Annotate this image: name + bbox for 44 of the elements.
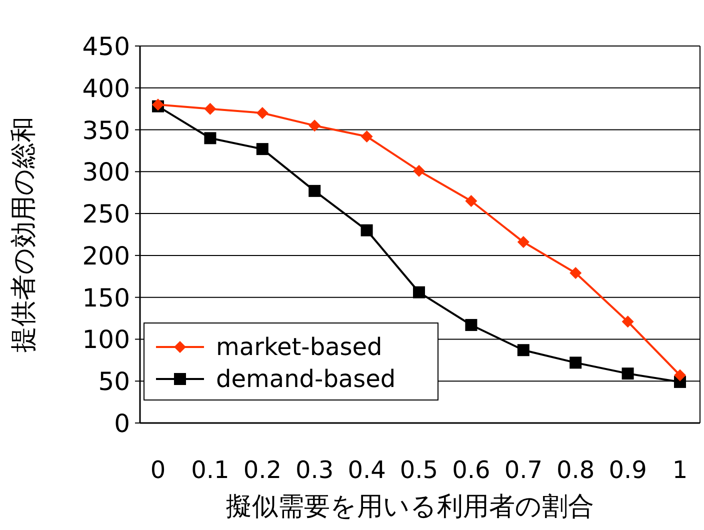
point — [204, 102, 216, 115]
x-tick-label: 1 — [672, 456, 688, 484]
y-tick-label: 150 — [82, 283, 130, 312]
y-tick-label: 450 — [82, 32, 130, 61]
x-axis-title: 擬似需要を用いる利用者の割合 — [226, 492, 594, 522]
point — [622, 368, 634, 380]
y-tick-label: 50 — [98, 367, 130, 396]
point — [413, 164, 425, 177]
x-tick-label: 0.8 — [556, 456, 595, 484]
y-tick-label: 0 — [114, 409, 130, 438]
y-axis-title: 提供者の効用の総和 — [9, 116, 39, 352]
x-tick-label: 0.4 — [348, 456, 386, 484]
point — [360, 130, 373, 142]
x-tick-label: 0.5 — [400, 456, 438, 484]
point — [517, 344, 530, 356]
y-tick-label: 250 — [82, 200, 130, 229]
y-tick-label: 300 — [82, 158, 130, 187]
point — [256, 143, 268, 156]
point — [204, 132, 216, 144]
point — [308, 184, 321, 197]
point — [622, 316, 634, 328]
point — [465, 318, 478, 331]
point — [413, 286, 425, 298]
point — [465, 194, 478, 207]
point — [570, 356, 582, 369]
point — [256, 107, 268, 120]
x-tick-label: 0.1 — [191, 456, 230, 484]
x-tick-label: 0.9 — [608, 456, 647, 484]
x-tick-label: 0.6 — [452, 456, 490, 484]
x-tick-label: 0.2 — [243, 456, 282, 484]
legend-label: demand-based — [216, 365, 396, 393]
point — [308, 120, 321, 132]
point — [360, 224, 373, 236]
y-tick-label: 100 — [82, 325, 130, 354]
y-tick-label: 200 — [82, 241, 130, 270]
y-tick-label: 400 — [82, 74, 130, 103]
point — [570, 267, 582, 280]
x-tick-label: 0.7 — [504, 456, 542, 484]
point — [517, 236, 530, 248]
x-tick-label: 0.3 — [296, 456, 334, 484]
point — [674, 369, 686, 382]
x-tick-label: 0 — [150, 456, 166, 484]
y-tick-label: 350 — [82, 116, 130, 145]
legend-label: market-based — [216, 333, 382, 361]
